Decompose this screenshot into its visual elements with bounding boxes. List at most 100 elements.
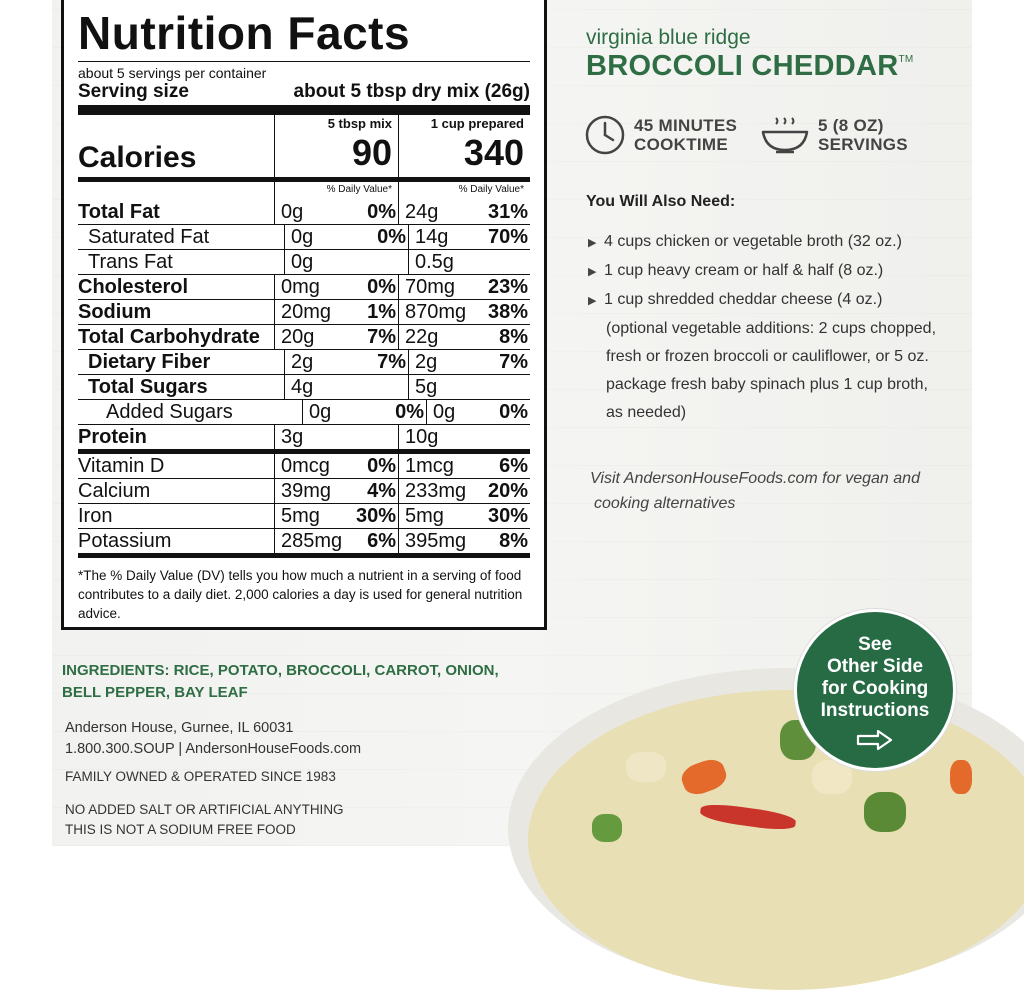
medium-divider: [78, 553, 530, 558]
soup-bowl-icon: [761, 117, 809, 154]
nutrient-name: Calcium: [78, 479, 151, 502]
mix-column: 5mg 30%: [274, 504, 398, 528]
nutrient-row: Total Fat 0g 0% 24g 31%: [78, 200, 530, 224]
mix-amount: 0g: [309, 400, 332, 423]
mix-daily-value: 0%: [395, 400, 424, 423]
prepared-column: 233mg 20%: [398, 479, 530, 503]
no-salt-note: NO ADDED SALT OR ARTIFICIAL ANYTHING THI…: [65, 800, 344, 840]
product-name-text: BROCCOLI CHEDDAR: [586, 50, 899, 82]
prepared-amount: 233mg: [405, 479, 467, 502]
broccoli-piece: [864, 792, 906, 832]
cooktime-label: COOKTIME: [634, 135, 729, 154]
mix-amount: 3g: [281, 425, 304, 448]
mix-column: 20g 7%: [274, 325, 398, 349]
nutrient-name: Total Fat: [78, 200, 160, 223]
prepared-amount: 10g: [405, 425, 439, 448]
mix-amount: 0g: [291, 250, 314, 273]
prepared-column: 10g: [398, 425, 530, 449]
mix-daily-value: 0%: [367, 275, 396, 298]
servings-amount: 5 (8 OZ): [818, 116, 884, 135]
mix-amount: 39mg: [281, 479, 332, 502]
mix-amount: 0g: [291, 225, 314, 248]
optional-line: as needed): [606, 404, 687, 421]
brand-name: virginia blue ridge: [586, 26, 751, 49]
mix-daily-value: 0%: [377, 225, 406, 248]
servings-text: 5 (8 OZ) SERVINGS: [818, 116, 908, 154]
optional-line: fresh or frozen broccoli or cauliflower,…: [606, 348, 929, 365]
nutrient-row: Trans Fat 0g 0.5g: [78, 249, 530, 274]
cooktime-minutes: 45 MINUTES: [634, 116, 738, 135]
prepared-column: 14g 70%: [408, 225, 530, 249]
nutrient-row: Total Carbohydrate 20g 7% 22g 8%: [78, 324, 530, 349]
prepared-amount: 24g: [405, 200, 439, 223]
daily-value-footnote: *The % Daily Value (DV) tells you how mu…: [78, 568, 523, 621]
nutrition-facts-title: Nutrition Facts: [78, 7, 411, 59]
see-other-side-badge: See Other Side for Cooking Instructions: [794, 609, 956, 771]
mix-column: 0g: [284, 250, 408, 274]
nutrient-name: Dietary Fiber: [88, 350, 211, 373]
also-need-list: ▶ 4 cups chicken or vegetable broth (32 o…: [588, 228, 988, 427]
nutrient-row: Cholesterol 0mg 0% 70mg 23%: [78, 274, 530, 299]
prepared-column: 0g 0%: [426, 400, 530, 424]
nutrient-name: Sodium: [78, 300, 152, 323]
serving-size-row: Serving size about 5 tbsp dry mix (26g): [78, 81, 530, 103]
nutrient-rows: Total Fat 0g 0% 24g 31% Saturated Fat 0g 0% 14g 7…: [78, 200, 530, 449]
mix-daily-value: 7%: [377, 350, 406, 373]
calories-col-mix: 5 tbsp mix 90: [274, 115, 398, 177]
daily-value-header-row: % Daily Value* % Daily Value*: [78, 182, 530, 200]
mix-column: 2g 7%: [284, 350, 408, 374]
prepared-daily-value: 8%: [499, 325, 528, 348]
ingredients-line: BELL PEPPER, BAY LEAF: [62, 684, 248, 701]
nutrition-facts-panel: Nutrition Facts about 5 servings per con…: [61, 0, 547, 630]
calories-col-prepared: 1 cup prepared 340: [398, 115, 530, 177]
badge-line: for Cooking: [821, 678, 929, 699]
mix-daily-value: 1%: [367, 300, 396, 323]
nutrient-row: Iron 5mg 30% 5mg 30%: [78, 503, 530, 528]
prepared-column: 1mcg 6%: [398, 454, 530, 478]
serving-size-label: Serving size: [78, 81, 189, 102]
prepared-column: 870mg 38%: [398, 300, 530, 324]
badge-line: Instructions: [820, 700, 930, 721]
mix-column: 4g: [284, 375, 408, 399]
prepared-amount: 395mg: [405, 529, 467, 552]
mix-column: 3g: [274, 425, 398, 449]
nutrient-row: Total Sugars 4g 5g: [78, 374, 530, 399]
visit-line: cooking alternatives: [594, 495, 736, 512]
col1-header: 5 tbsp mix: [327, 116, 392, 131]
prepared-amount: 22g: [405, 325, 439, 348]
nutrient-row: Calcium 39mg 4% 233mg 20%: [78, 478, 530, 503]
ingredients-line: INGREDIENTS: RICE, POTATO, BROCCOLI, CAR…: [62, 662, 499, 679]
col2-header: 1 cup prepared: [430, 116, 524, 131]
prepared-column: 5g: [408, 375, 530, 399]
triangle-arrow-icon: ▶: [588, 266, 597, 278]
mix-daily-value: 4%: [367, 479, 396, 502]
also-need-heading: You Will Also Need:: [586, 193, 736, 210]
address-line: Anderson House, Gurnee, IL 60031: [65, 720, 294, 736]
mix-daily-value: 30%: [355, 504, 396, 527]
nutrient-row: Potassium 285mg 6% 395mg 8%: [78, 528, 530, 553]
triangle-arrow-icon: ▶: [588, 295, 597, 307]
mix-column: 0g 0%: [274, 200, 398, 224]
prepared-daily-value: 6%: [499, 454, 528, 477]
prepared-column: 5mg 30%: [398, 504, 530, 528]
nutrient-row: Saturated Fat 0g 0% 14g 70%: [78, 224, 530, 249]
servings-info: 5 (8 OZ) SERVINGS: [760, 114, 908, 156]
mix-daily-value: 6%: [367, 529, 396, 552]
cooktime-text: 45 MINUTES COOKTIME: [634, 116, 737, 154]
prepared-daily-value: 7%: [499, 350, 528, 373]
nutrient-name: Potassium: [78, 529, 172, 552]
mix-column: 0g 0%: [302, 400, 426, 424]
need-item: ▶ 1 cup heavy cream or half & half (8 oz.…: [588, 257, 988, 286]
dv-header-col1: % Daily Value*: [274, 182, 398, 200]
servings-per-container: about 5 servings per container: [78, 65, 267, 81]
mix-column: 20mg 1%: [274, 300, 398, 324]
prepared-daily-value: 20%: [487, 479, 528, 502]
mix-column: 39mg 4%: [274, 479, 398, 503]
prepared-amount: 5mg: [405, 504, 444, 527]
prepared-amount: 0g: [433, 400, 456, 423]
visit-website-note: Visit AndersonHouseFoods.com for vegan a…: [590, 466, 970, 516]
cooktime-info: 45 MINUTES COOKTIME: [584, 114, 737, 156]
mix-amount: 285mg: [281, 529, 343, 552]
left-margin: [0, 0, 52, 846]
thick-divider: [78, 105, 530, 115]
